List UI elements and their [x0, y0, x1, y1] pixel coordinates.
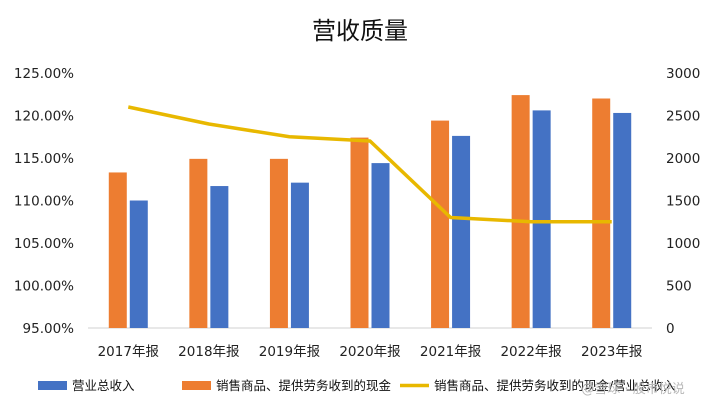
- x-tick-label: 2017年报: [98, 344, 159, 360]
- watermark: @雪球 · 股市悦说: [581, 381, 684, 397]
- x-tick-label: 2019年报: [259, 344, 320, 360]
- x-tick-label: 2022年报: [500, 344, 561, 360]
- cash-bar: [108, 172, 127, 328]
- revenue-bar: [452, 135, 471, 328]
- right-tick-label: 0: [666, 321, 675, 337]
- chart-title: 营收质量: [312, 17, 408, 45]
- revenue-bar: [210, 186, 229, 328]
- x-axis-labels: 2017年报 2018年报 2019年报 2020年报 2021年报 2022年报 2023…: [98, 344, 643, 360]
- x-tick-label: 2020年报: [339, 344, 400, 360]
- right-tick-label: 500: [666, 279, 692, 295]
- revenue-bar: [371, 163, 390, 328]
- cash-bar: [189, 158, 208, 328]
- ratio-line-path: [127, 105, 612, 224]
- cash-bar: [350, 137, 369, 328]
- left-tick-label: 100.00%: [14, 279, 74, 295]
- left-tick-label: 110.00%: [14, 194, 74, 210]
- legend: 营业总收入 销售商品、提供劳务收到的现金 销售商品、提供劳务收到的现金/营业总收入: [38, 378, 676, 393]
- x-tick-label: 2021年报: [420, 344, 481, 360]
- right-tick-label: 3000: [666, 66, 700, 82]
- revenue-bar: [129, 200, 148, 328]
- right-tick-label: 2000: [666, 151, 700, 167]
- legend-label: 营业总收入: [72, 378, 135, 393]
- left-tick-label: 95.00%: [23, 321, 75, 337]
- revenue-bar: [532, 110, 551, 329]
- cash-bar: [431, 120, 450, 328]
- legend-label: 销售商品、提供劳务收到的现金/营业总收入: [434, 378, 676, 393]
- bars: [108, 95, 632, 329]
- ratio-line: [127, 105, 612, 224]
- left-tick-label: 105.00%: [14, 236, 74, 252]
- cash-bar: [592, 98, 611, 328]
- legend-label: 销售商品、提供劳务收到的现金: [216, 378, 392, 393]
- right-tick-label: 1000: [666, 236, 700, 252]
- right-tick-label: 1500: [666, 194, 700, 210]
- cash-bar: [269, 158, 288, 328]
- left-tick-label: 120.00%: [14, 109, 74, 125]
- cash-bar: [511, 95, 530, 328]
- right-tick-label: 2500: [666, 109, 700, 125]
- revenue-bar: [290, 182, 309, 328]
- legend-swatch: [38, 381, 67, 390]
- left-tick-label: 125.00%: [14, 66, 74, 82]
- axes: 125.00% 120.00% 115.00% 110.00% 105.00% 100.0…: [14, 66, 700, 337]
- revenue-bar: [613, 112, 632, 328]
- legend-swatch: [182, 381, 211, 390]
- x-tick-label: 2023年报: [581, 344, 642, 360]
- x-tick-label: 2018年报: [178, 344, 239, 360]
- left-tick-label: 115.00%: [14, 151, 74, 167]
